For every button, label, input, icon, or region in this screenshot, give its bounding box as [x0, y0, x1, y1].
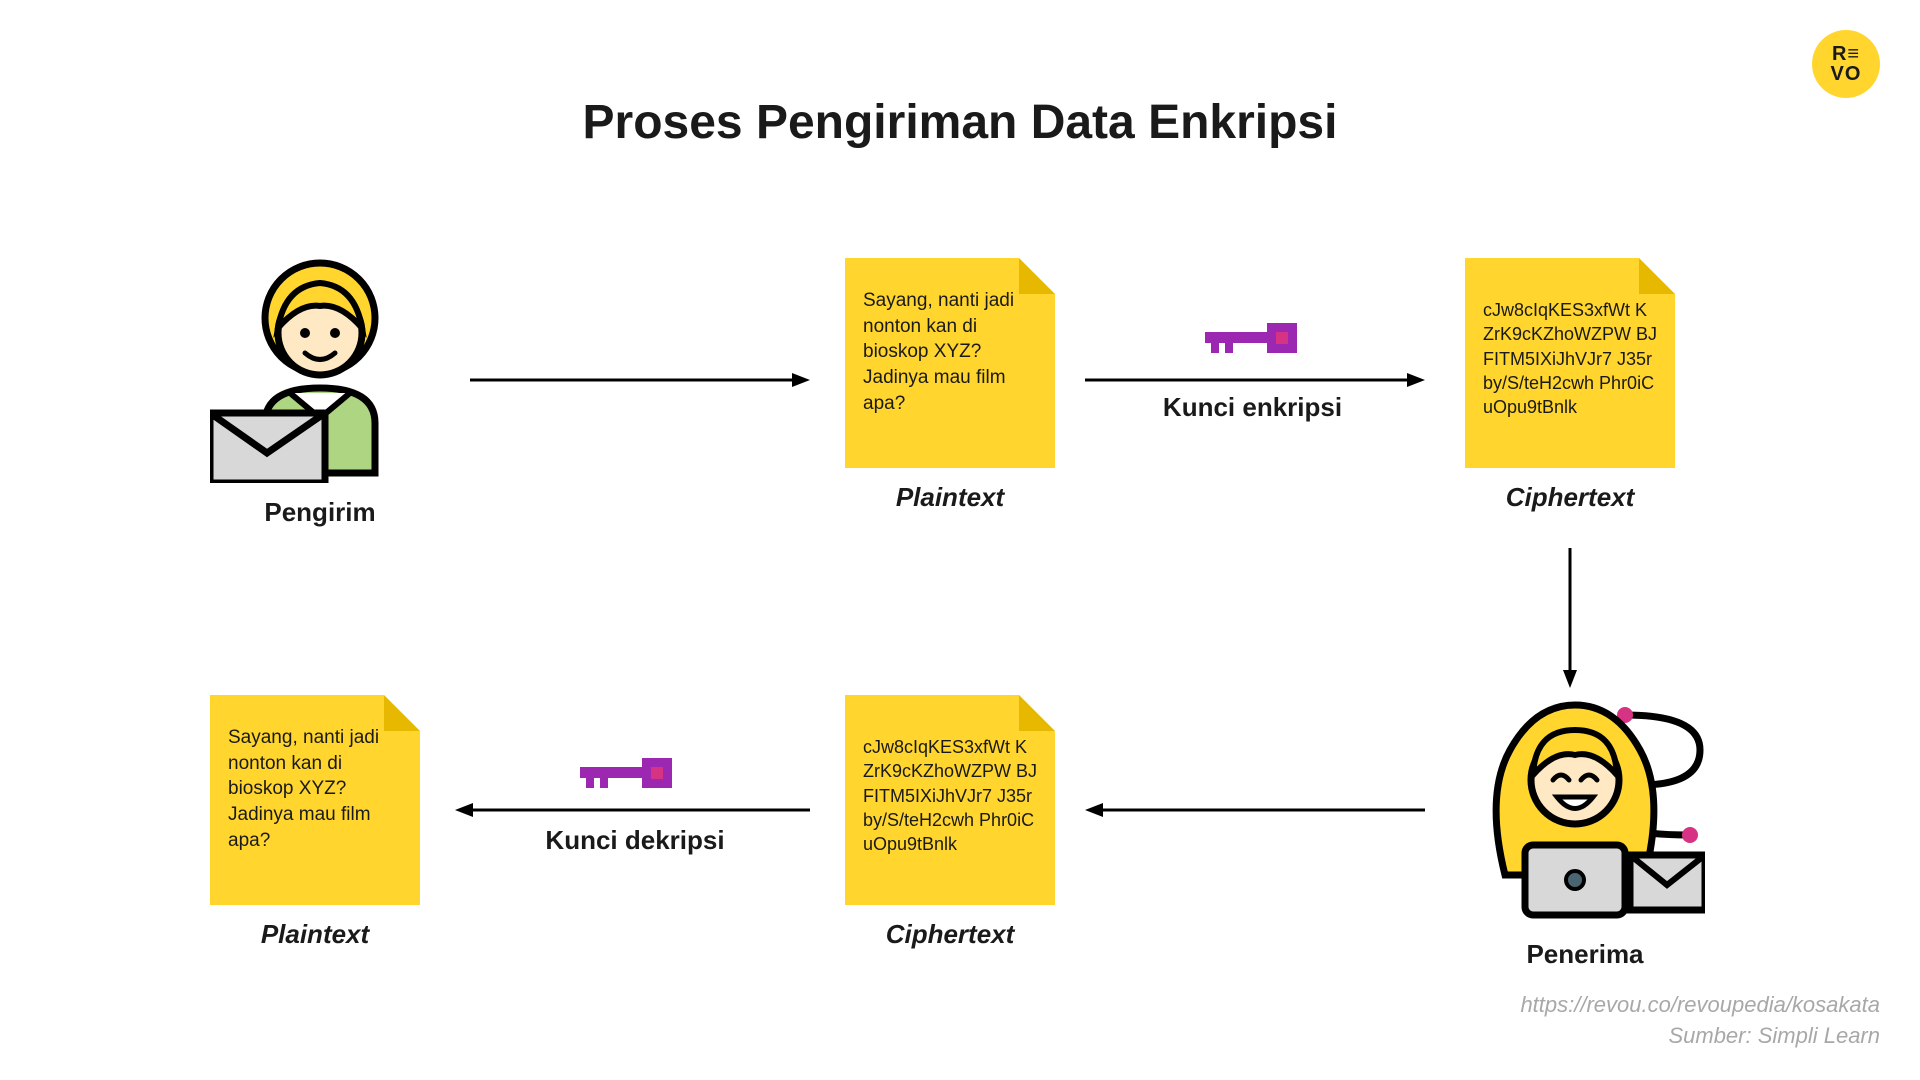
arrow-cipher-receiver — [1560, 548, 1580, 688]
logo-badge: R≡ VO — [1812, 30, 1880, 98]
arrow-cipher-plaintext — [455, 800, 810, 820]
sender-icon — [210, 258, 430, 483]
node-ciphertext-bottom: cJw8cIqKES3xfWt KZrK9cKZhoWZPW BJFITM5IX… — [845, 695, 1055, 950]
arrow-sender-plaintext — [470, 370, 810, 390]
arrow-receiver-cipher — [1085, 800, 1425, 820]
node-receiver: Penerima — [1465, 695, 1705, 970]
decryption-key-icon — [580, 755, 680, 795]
receiver-icon — [1465, 695, 1705, 925]
node-plaintext-bottom: Sayang, nanti jadi nonton kan di bioskop… — [210, 695, 420, 950]
ciphertext-top-label: Ciphertext — [1506, 482, 1635, 513]
footer-credits: https://revou.co/revoupedia/kosakata Sum… — [1520, 990, 1880, 1052]
plaintext-top-text: Sayang, nanti jadi nonton kan di bioskop… — [863, 290, 1014, 414]
decryption-key-label: Kunci dekripsi — [530, 825, 740, 856]
node-ciphertext-top: cJw8cIqKES3xfWt KZrK9cKZhoWZPW BJFITM5IX… — [1465, 258, 1675, 513]
logo-line2: VO — [1831, 64, 1862, 84]
logo-line1: R≡ — [1831, 44, 1862, 64]
encryption-key-label: Kunci enkripsi — [1150, 392, 1355, 423]
node-sender: Pengirim — [210, 258, 430, 528]
ciphertext-note-bottom: cJw8cIqKES3xfWt KZrK9cKZhoWZPW BJFITM5IX… — [845, 695, 1055, 905]
ciphertext-bottom-label: Ciphertext — [886, 919, 1015, 950]
diagram-title: Proses Pengiriman Data Enkripsi — [0, 95, 1920, 150]
footer-source: Sumber: Simpli Learn — [1520, 1021, 1880, 1052]
footer-url: https://revou.co/revoupedia/kosakata — [1520, 990, 1880, 1021]
sender-label: Pengirim — [264, 497, 375, 528]
ciphertext-note-top: cJw8cIqKES3xfWt KZrK9cKZhoWZPW BJFITM5IX… — [1465, 258, 1675, 468]
plaintext-bottom-label: Plaintext — [261, 919, 369, 950]
plaintext-note-bottom: Sayang, nanti jadi nonton kan di bioskop… — [210, 695, 420, 905]
node-plaintext-top: Sayang, nanti jadi nonton kan di bioskop… — [845, 258, 1055, 513]
plaintext-top-label: Plaintext — [896, 482, 1004, 513]
plaintext-bottom-text: Sayang, nanti jadi nonton kan di bioskop… — [228, 727, 379, 851]
ciphertext-bottom-text: cJw8cIqKES3xfWt KZrK9cKZhoWZPW BJFITM5IX… — [863, 737, 1037, 854]
receiver-label: Penerima — [1526, 939, 1643, 970]
arrow-plaintext-cipher — [1085, 370, 1425, 390]
ciphertext-top-text: cJw8cIqKES3xfWt KZrK9cKZhoWZPW BJFITM5IX… — [1483, 300, 1657, 417]
plaintext-note-top: Sayang, nanti jadi nonton kan di bioskop… — [845, 258, 1055, 468]
encryption-key-icon — [1205, 320, 1305, 360]
